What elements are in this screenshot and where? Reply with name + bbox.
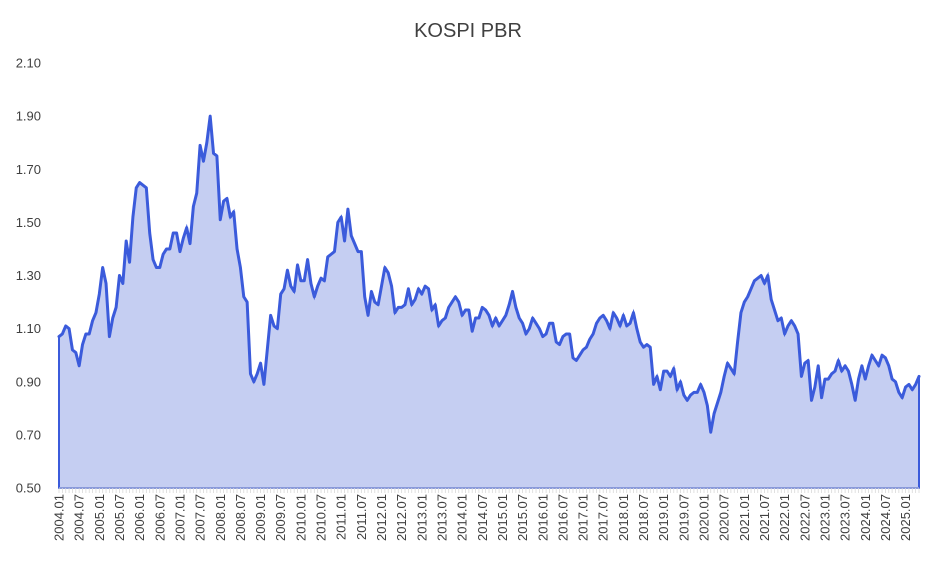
x-tick-label: 2005.07	[112, 494, 127, 541]
x-tick-label: 2004.07	[72, 494, 87, 541]
y-tick-label: 0.70	[16, 427, 41, 442]
x-tick-label: 2007.01	[172, 494, 187, 541]
x-tick-label: 2005.01	[92, 494, 107, 541]
x-tick-label: 2016.07	[555, 494, 570, 541]
x-axis-minor-ticks	[58, 488, 920, 493]
x-tick-label: 2022.01	[777, 494, 792, 541]
x-tick-label: 2015.07	[515, 494, 530, 541]
x-tick-label: 2019.01	[656, 494, 671, 541]
x-tick-label: 2021.07	[757, 494, 772, 541]
x-tick-label: 2023.01	[817, 494, 832, 541]
y-tick-label: 0.50	[16, 481, 41, 496]
x-tick-label: 2019.07	[676, 494, 691, 541]
x-tick-label: 2013.01	[414, 494, 429, 541]
x-tick-label: 2008.01	[213, 494, 228, 541]
x-tick-label: 2008.07	[233, 494, 248, 541]
x-tick-label: 2024.01	[858, 494, 873, 541]
x-tick-label: 2020.01	[697, 494, 712, 541]
x-tick-label: 2014.07	[475, 494, 490, 541]
x-tick-label: 2010.01	[293, 494, 308, 541]
y-tick-label: 1.70	[16, 162, 41, 177]
x-tick-label: 2013.07	[434, 494, 449, 541]
x-tick-label: 2014.01	[455, 494, 470, 541]
x-tick-label: 2006.01	[132, 494, 147, 541]
series-area-fill	[58, 116, 920, 489]
x-tick-label: 2011.07	[354, 494, 369, 540]
y-tick-label: 0.90	[16, 374, 41, 389]
x-tick-label: 2015.01	[495, 494, 510, 541]
x-tick-label: 2012.01	[374, 494, 389, 541]
x-tick-label: 2012.07	[394, 494, 409, 541]
y-tick-label: 1.30	[16, 268, 41, 283]
x-tick-label: 2020.07	[717, 494, 732, 541]
x-tick-label: 2004.01	[52, 494, 67, 541]
x-tick-label: 2023.07	[838, 494, 853, 541]
y-tick-label: 1.10	[16, 321, 41, 336]
x-tick-label: 2022.07	[797, 494, 812, 541]
series-line	[57, 114, 921, 434]
x-tick-label: 2025.01	[898, 494, 913, 541]
x-tick-label: 2021.01	[737, 494, 752, 541]
y-tick-label: 1.90	[16, 109, 41, 124]
x-tick-label: 2018.01	[616, 494, 631, 541]
x-tick-label: 2016.01	[535, 494, 550, 541]
x-tick-label: 2007.07	[193, 494, 208, 541]
x-tick-label: 2009.07	[273, 494, 288, 541]
x-tick-label: 2011.01	[334, 494, 349, 540]
x-tick-label: 2024.07	[878, 494, 893, 541]
x-tick-label: 2010.07	[314, 494, 329, 541]
x-tick-label: 2017.07	[596, 494, 611, 541]
x-axis-ticks: 2004.01 2004.07 2005.01 2005.07 2006.01 2006.…	[52, 494, 914, 541]
x-tick-label: 2017.01	[576, 494, 591, 541]
x-tick-label: 2018.07	[636, 494, 651, 541]
y-tick-label: 2.10	[16, 56, 41, 71]
y-tick-label: 1.50	[16, 215, 41, 230]
x-tick-label: 2006.07	[152, 494, 167, 541]
x-tick-label: 2009.01	[253, 494, 268, 541]
chart-title: KOSPI PBR	[414, 20, 522, 42]
y-axis-ticks: 0.50 0.70 0.90 1.10 1.30 1.50 1.70 1.90 2.10	[16, 56, 41, 496]
